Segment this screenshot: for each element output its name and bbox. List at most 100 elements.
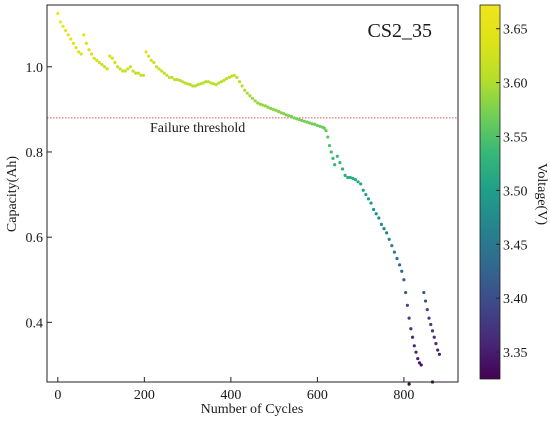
data-point (390, 244, 393, 247)
data-point (137, 72, 140, 75)
data-point (338, 161, 341, 164)
data-point (152, 61, 155, 64)
y-tick-label: 1.0 (26, 61, 44, 76)
data-point (67, 33, 70, 36)
data-point (64, 29, 67, 32)
data-point (85, 42, 88, 45)
data-point (87, 48, 90, 51)
data-point (106, 67, 109, 70)
data-point (61, 25, 64, 28)
data-point (116, 65, 119, 68)
data-point (398, 263, 401, 266)
data-point (98, 61, 101, 64)
data-point (144, 50, 147, 53)
data-point (254, 99, 257, 102)
data-point (422, 291, 425, 294)
data-point (326, 135, 329, 138)
x-tick-label: 200 (134, 388, 155, 403)
data-point (72, 42, 75, 45)
data-point (414, 351, 417, 354)
data-point (438, 353, 441, 356)
colorbar-tick-label: 3.55 (503, 130, 528, 145)
x-tick-label: 0 (54, 388, 61, 403)
data-point (362, 189, 365, 192)
data-point (333, 163, 336, 166)
data-point (129, 65, 132, 68)
data-point (364, 193, 367, 196)
data-point (93, 57, 96, 60)
data-point (406, 304, 409, 307)
data-point (119, 67, 122, 70)
data-point (124, 69, 127, 72)
data-point (108, 55, 111, 58)
data-point (157, 67, 160, 70)
data-point (416, 357, 419, 360)
data-point (388, 238, 391, 241)
data-point (165, 74, 168, 77)
x-tick-label: 800 (393, 388, 414, 403)
data-point (354, 178, 357, 181)
x-axis-label: Number of Cycles (201, 402, 304, 417)
colorbar-tick-label: 3.50 (503, 184, 528, 199)
data-point (431, 329, 434, 332)
data-point (436, 348, 439, 351)
data-point (95, 59, 98, 62)
colorbar-tick-label: 3.35 (503, 346, 528, 361)
data-point (400, 270, 403, 273)
data-point (243, 89, 246, 92)
data-point (382, 227, 385, 230)
data-point (69, 37, 72, 40)
colorbar-tick-label: 3.40 (503, 292, 528, 307)
data-point (427, 317, 430, 320)
data-point (113, 61, 116, 64)
y-tick-label: 0.8 (26, 146, 44, 161)
panel-label: CS2_35 (368, 20, 432, 42)
data-point (131, 69, 134, 72)
data-point (402, 278, 405, 281)
data-point (413, 344, 416, 347)
data-point (235, 76, 238, 79)
colorbar-label: Voltage(V) (534, 163, 549, 225)
data-point (409, 327, 412, 330)
data-point (77, 50, 80, 53)
data-point (251, 97, 254, 100)
y-axis-label: Capacity(Ah) (5, 156, 20, 233)
data-point (336, 155, 339, 158)
data-point (150, 59, 153, 62)
data-point (233, 74, 236, 77)
data-point (372, 208, 375, 211)
data-point (56, 12, 59, 15)
data-point (429, 323, 432, 326)
colorbar (480, 5, 500, 379)
data-point (238, 80, 241, 83)
y-tick-label: 0.4 (26, 316, 44, 331)
data-point (343, 174, 346, 177)
data-point (111, 57, 114, 60)
data-point (331, 157, 334, 160)
data-point (100, 63, 103, 66)
data-point (380, 223, 383, 226)
data-point (126, 67, 129, 70)
colorbar-tick-label: 3.45 (503, 238, 528, 253)
data-point (155, 65, 158, 68)
data-point (434, 342, 437, 345)
data-point (420, 363, 423, 366)
data-point (367, 197, 370, 200)
data-point (248, 94, 251, 97)
data-point (356, 180, 359, 183)
data-point (142, 74, 145, 77)
data-point (359, 182, 362, 185)
data-point (328, 144, 331, 147)
data-point (377, 216, 380, 219)
threshold-label: Failure threshold (150, 121, 245, 136)
data-point (395, 257, 398, 260)
data-point (80, 52, 83, 55)
data-point (170, 76, 173, 79)
data-point (408, 383, 411, 386)
data-point (74, 46, 77, 49)
colorbar-tick-label: 3.60 (503, 77, 528, 92)
data-point (82, 33, 85, 36)
data-point (330, 150, 333, 153)
data-point (424, 299, 427, 302)
